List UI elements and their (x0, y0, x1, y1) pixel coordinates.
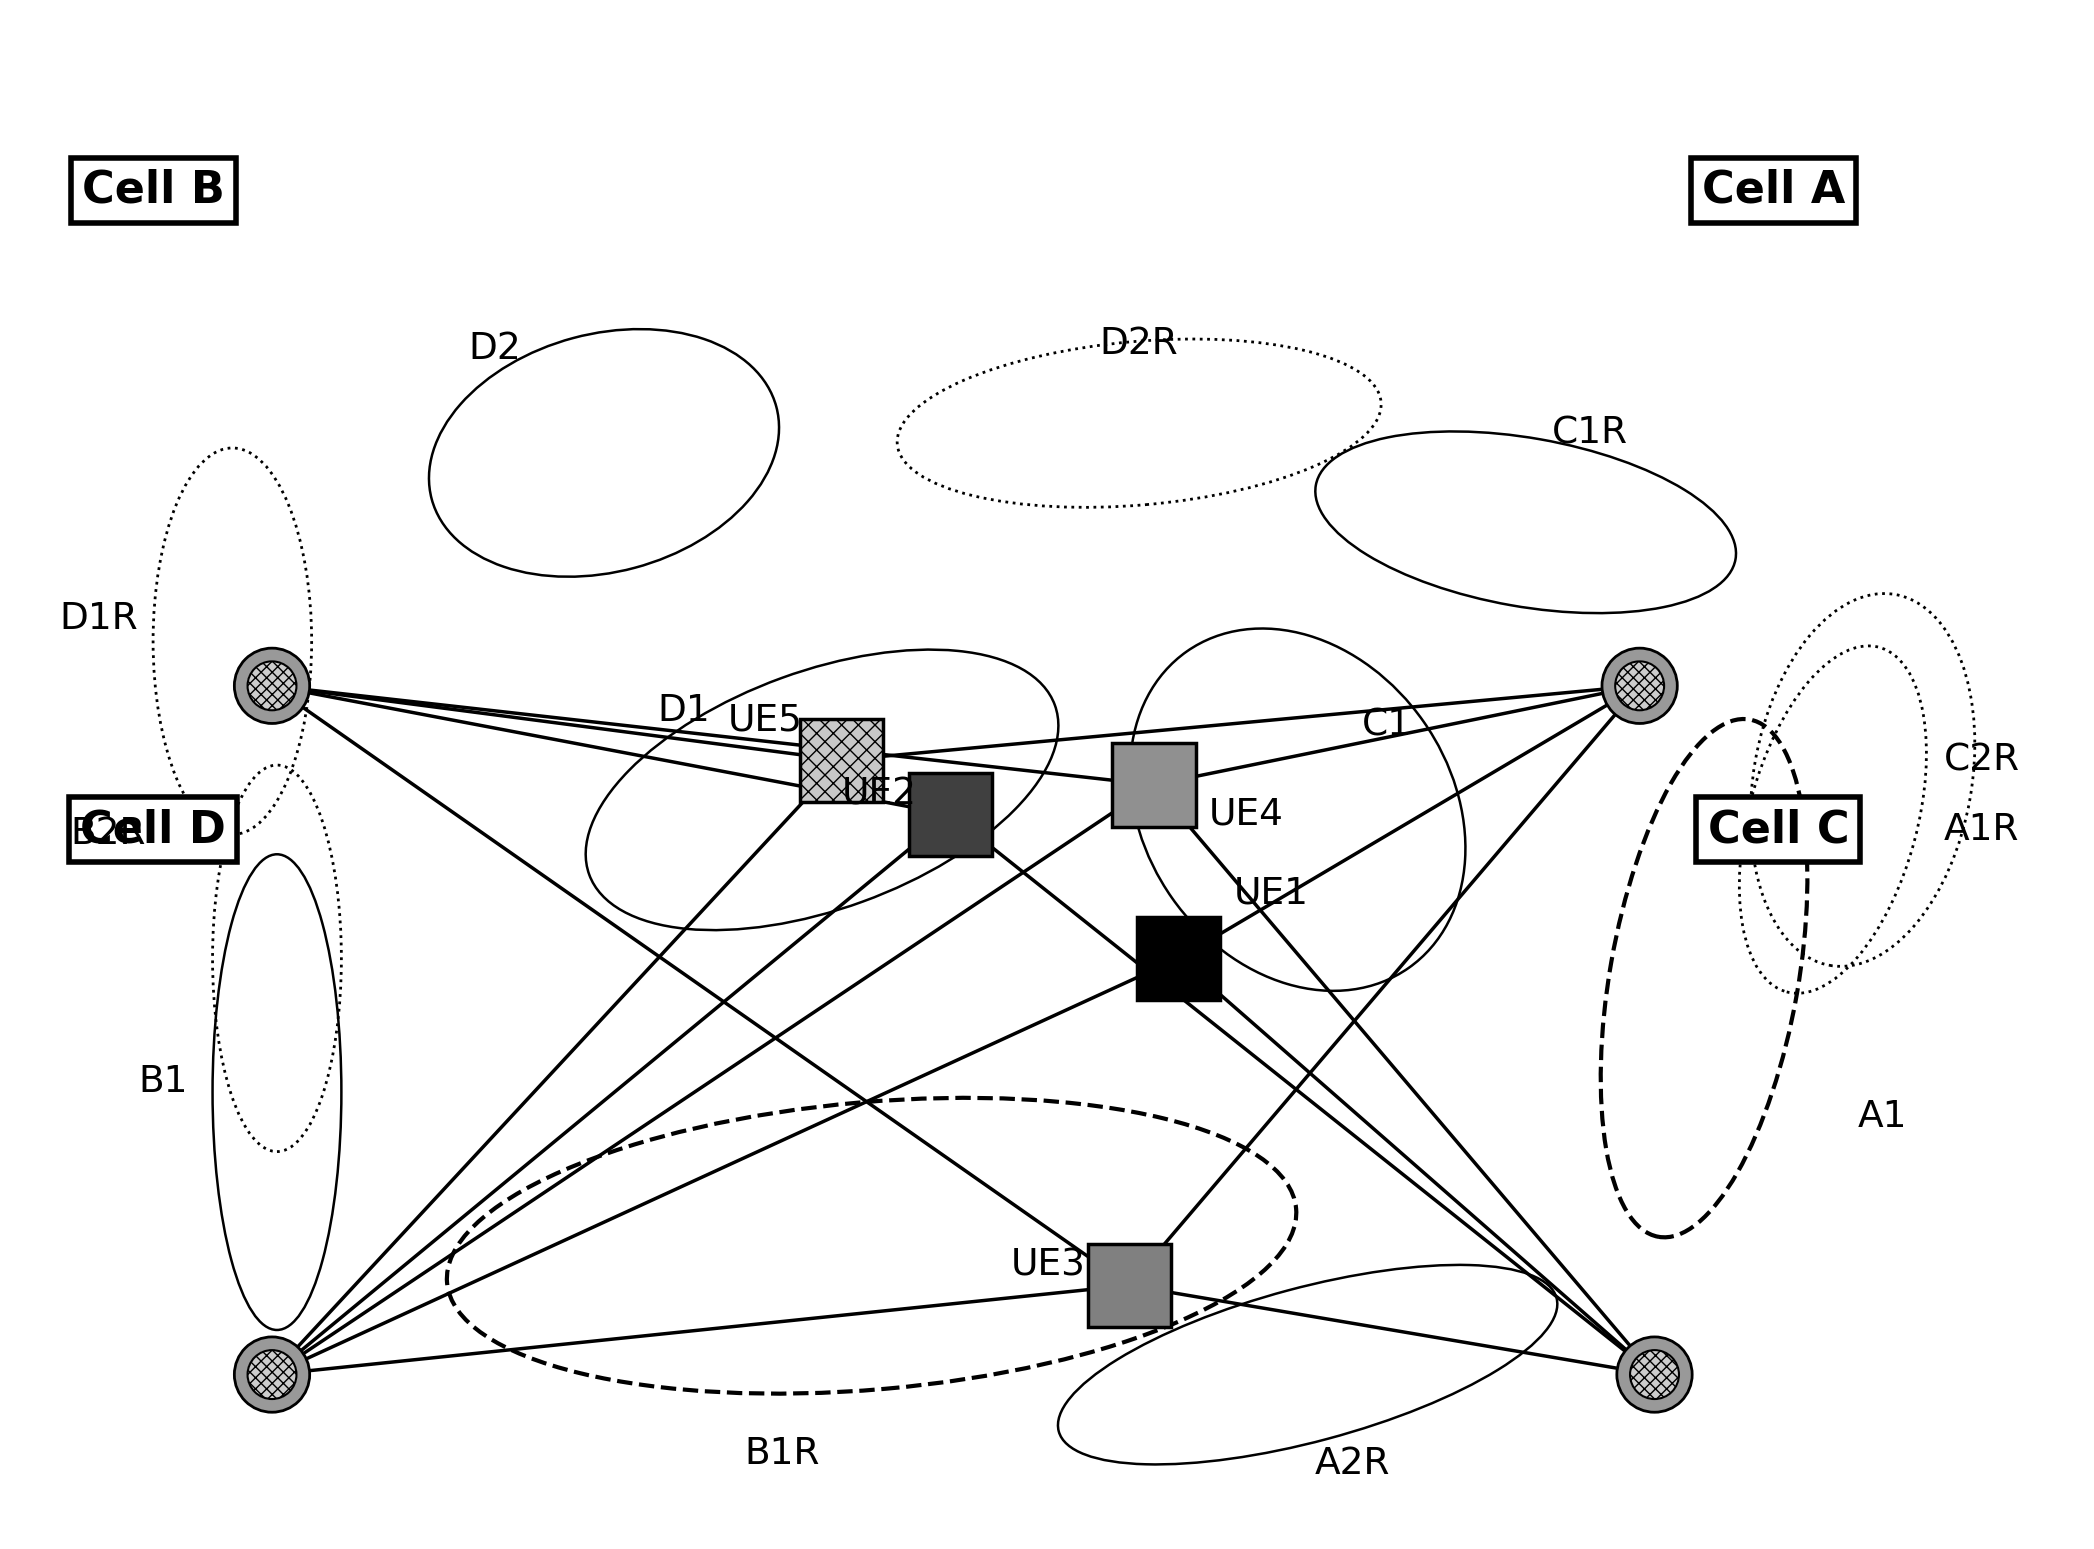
Circle shape (247, 661, 297, 711)
Text: UE4: UE4 (1208, 796, 1284, 832)
Bar (800, 719, 884, 802)
Circle shape (247, 661, 297, 711)
Text: UE1: UE1 (1233, 875, 1309, 912)
Text: Cell D: Cell D (80, 809, 226, 850)
Text: D1R: D1R (59, 601, 138, 637)
Circle shape (235, 1337, 310, 1413)
Circle shape (1614, 661, 1665, 711)
Bar (1112, 744, 1196, 827)
Bar (1087, 1244, 1171, 1327)
Text: B1R: B1R (745, 1436, 821, 1472)
Circle shape (1602, 647, 1677, 723)
Circle shape (235, 647, 310, 723)
Text: C1R: C1R (1552, 415, 1629, 451)
Bar (1137, 917, 1221, 1001)
Text: UE5: UE5 (729, 702, 802, 739)
Text: D1: D1 (658, 692, 710, 728)
Circle shape (1617, 1337, 1692, 1413)
Text: B2R: B2R (71, 816, 147, 852)
Text: Cell C: Cell C (1707, 809, 1849, 850)
Text: UE3: UE3 (1009, 1247, 1085, 1284)
Text: D2: D2 (469, 331, 521, 367)
Circle shape (1614, 661, 1665, 711)
Text: D2R: D2R (1099, 325, 1179, 362)
Bar (909, 773, 993, 857)
Text: A1: A1 (1857, 1098, 1908, 1135)
Text: C2R: C2R (1943, 742, 2019, 778)
Text: A1R: A1R (1943, 812, 2019, 847)
Text: Cell A: Cell A (1702, 169, 1845, 212)
Text: A2R: A2R (1315, 1445, 1390, 1482)
Text: C1: C1 (1361, 708, 1411, 744)
Text: B1: B1 (138, 1064, 188, 1100)
Text: UE2: UE2 (842, 776, 917, 813)
Text: Cell B: Cell B (82, 169, 224, 212)
Circle shape (1629, 1351, 1679, 1399)
Circle shape (247, 1351, 297, 1399)
Circle shape (247, 1351, 297, 1399)
Circle shape (1629, 1351, 1679, 1399)
